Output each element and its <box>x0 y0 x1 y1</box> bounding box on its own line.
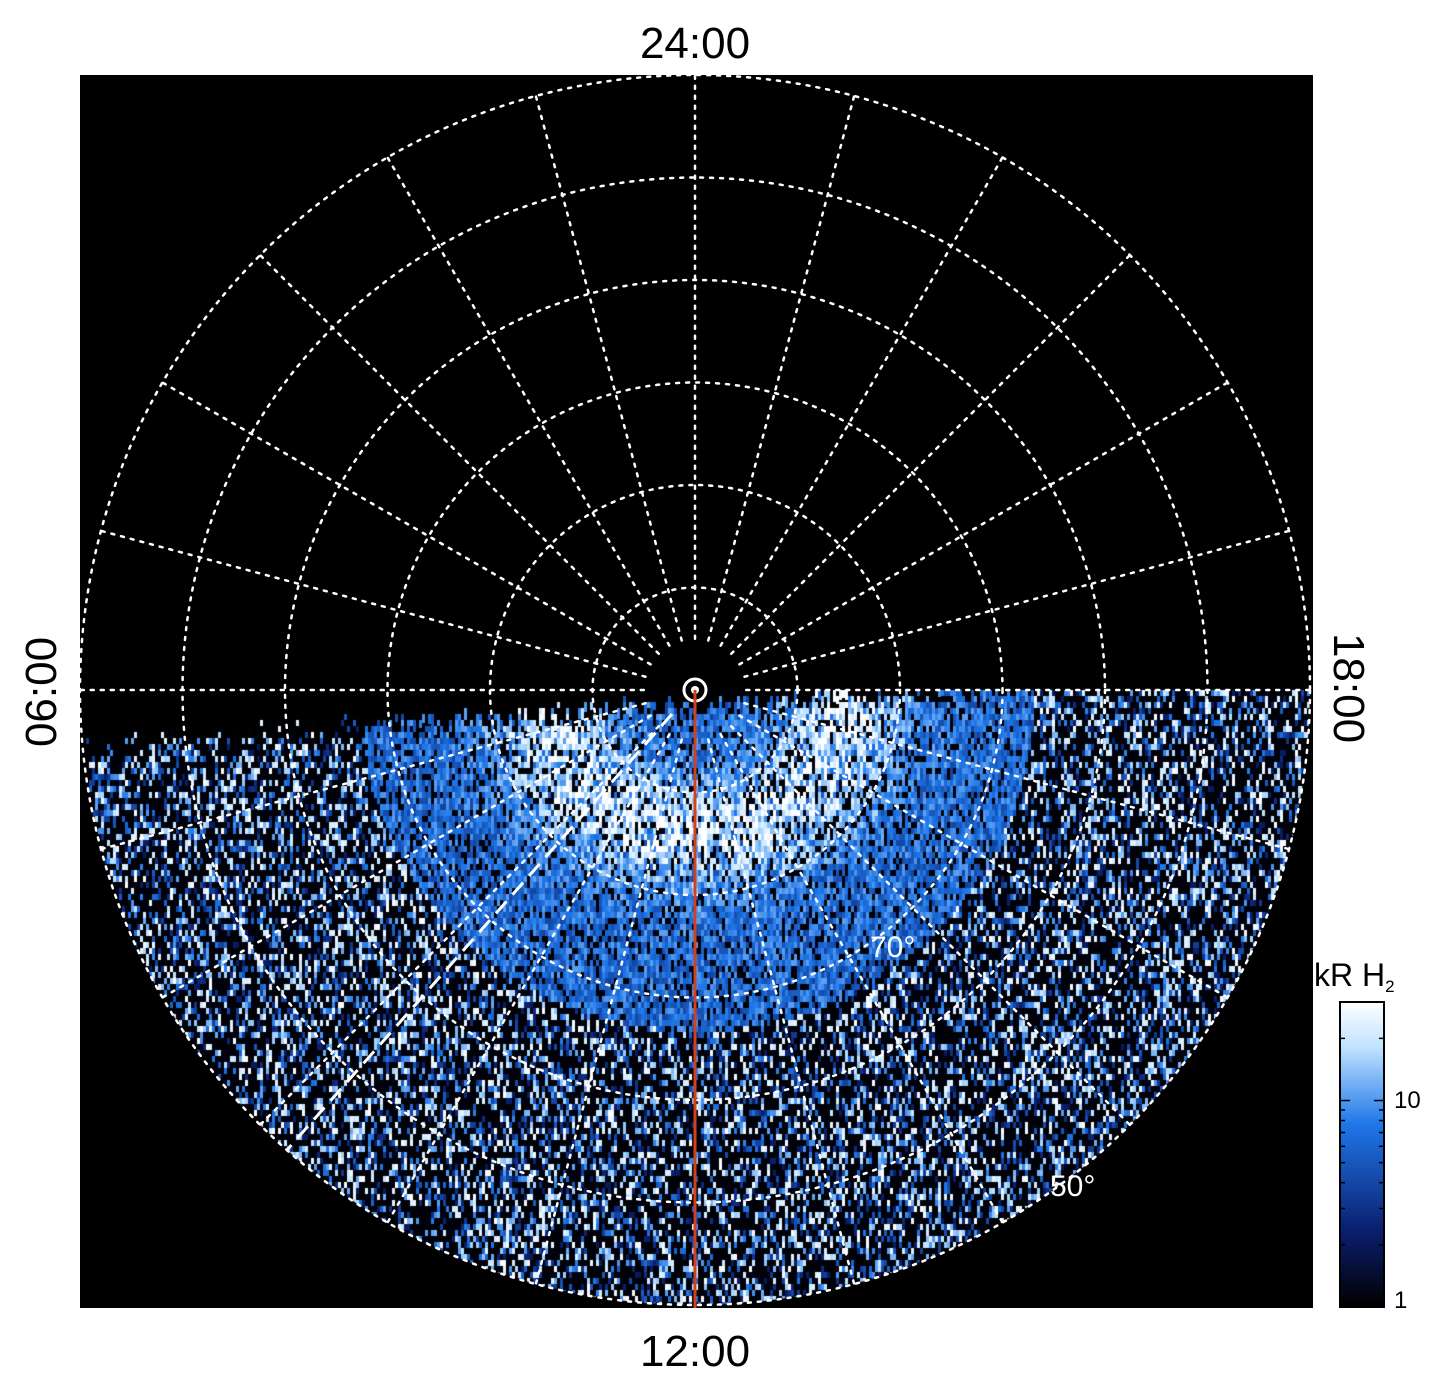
meridian-line-15 <box>258 724 661 1127</box>
dashed-boundary-line <box>285 713 674 1151</box>
colorbar-tick-label-1: 1 <box>1394 1287 1407 1314</box>
meridian-line-7 <box>743 702 1291 851</box>
lat-label-70: 70° <box>870 931 915 964</box>
meridian-line-9 <box>729 724 1132 1127</box>
meridian-line-3 <box>729 253 1132 656</box>
meridian-line-2 <box>719 156 1004 647</box>
colorbar-tick-label-10: 10 <box>1394 1087 1421 1114</box>
meridian-line-23 <box>534 94 683 642</box>
meridian-line-10 <box>719 733 1004 1224</box>
meridian-line-13 <box>534 738 683 1286</box>
lat-label-50: 50° <box>1050 1170 1095 1203</box>
meridian-line-16 <box>161 714 652 999</box>
meridian-line-19 <box>99 529 647 678</box>
colorbar-ticks <box>1340 1001 1384 1308</box>
meridian-line-5 <box>743 529 1291 678</box>
colorbar: kR H2 1 10 <box>1314 957 1421 1314</box>
meridian-line-17 <box>99 702 647 851</box>
lat-lon-grid <box>80 75 1312 1307</box>
meridian-line-11 <box>707 738 856 1286</box>
meridian-line-1 <box>707 94 856 642</box>
meridian-line-14 <box>386 733 671 1224</box>
lt-label-top: 24:00 <box>640 19 750 68</box>
meridian-line-21 <box>258 253 661 656</box>
lt-label-left: 06:00 <box>17 637 66 747</box>
lt-label-right: 18:00 <box>1324 633 1373 743</box>
meridian-line-4 <box>738 381 1229 666</box>
meridian-line-22 <box>386 156 671 647</box>
lt-label-bottom: 12:00 <box>640 1327 750 1376</box>
meridian-line-8 <box>738 714 1229 999</box>
colorbar-title: kR H2 <box>1314 957 1395 996</box>
meridian-line-20 <box>161 381 652 666</box>
colorbar-gradient <box>1339 1001 1385 1308</box>
